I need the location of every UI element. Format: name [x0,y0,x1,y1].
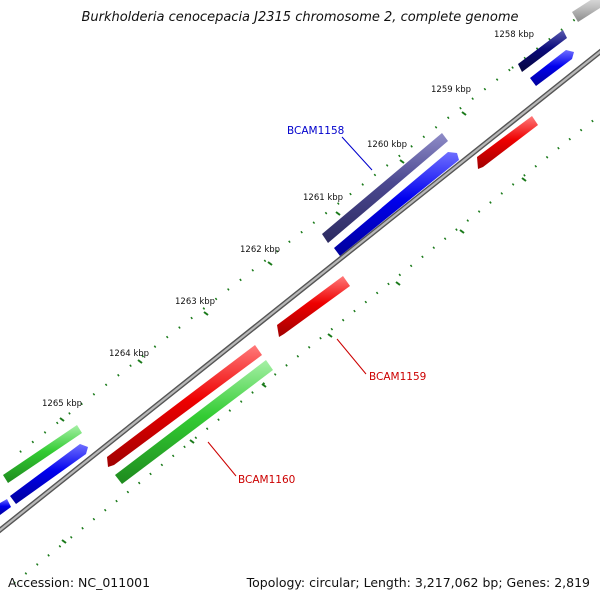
cds-feature-bcam1159 [277,276,350,337]
cds-feature-bcam1158 [334,152,459,256]
tick-label-1260: 1260 kbp [367,140,407,150]
cds-reverse-track [107,116,538,467]
gene-label-bcam1160[interactable]: BCAM1160 [238,474,295,486]
gc-skew-track-inner [13,114,600,584]
outer-gene-track [3,0,600,483]
gene-feature-bcam1160-gene [115,360,273,484]
tick-label-1263: 1263 kbp [175,297,215,307]
genome-backbone [0,48,600,534]
tick-label-1261: 1261 kbp [303,193,343,203]
tick-label-1258: 1258 kbp [494,30,534,40]
gene-feature [518,30,567,72]
gene-feature-bcam1158-gene [322,133,448,243]
cds-feature [0,499,11,515]
cds-feature [477,116,538,169]
tick-label-1259: 1259 kbp [431,85,471,95]
cds-feature [10,444,88,504]
tick-label-1264: 1264 kbp [109,349,149,359]
cds-forward-track [0,50,574,515]
gc-skew-ticks [59,111,527,544]
gene-label-bcam1159[interactable]: BCAM1159 [369,371,426,383]
genome-summary-text: Topology: circular; Length: 3,217,062 bp… [246,575,590,590]
gene-labels[interactable]: BCAM1158 BCAM1159 BCAM1160 [238,125,426,486]
gene-feature [572,0,600,22]
cds-feature-bcam1160 [107,345,262,467]
gc-skew-track-outer [19,3,596,453]
gene-feature [3,425,82,483]
tick-label-1265: 1265 kbp [42,399,82,409]
accession-text: Accession: NC_011001 [8,575,151,590]
map-title: Burkholderia cenocepacia J2315 chromosom… [81,10,519,25]
gene-callouts [207,136,373,477]
tick-label-1262: 1262 kbp [240,245,280,255]
gene-label-bcam1158[interactable]: BCAM1158 [287,125,344,137]
cds-feature [530,50,574,86]
kbp-tick-labels: 1258 kbp 1259 kbp 1260 kbp 1261 kbp 1262… [42,30,534,409]
